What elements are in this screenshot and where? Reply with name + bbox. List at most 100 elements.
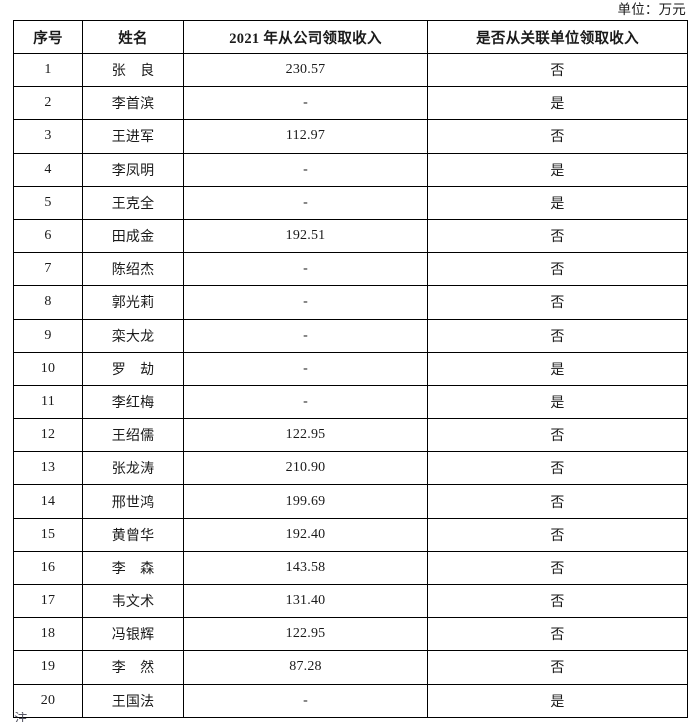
cell-person-name: 张 良 [82,52,184,88]
header-row: 序号 姓名 2021 年从公司领取收入 是否从关联单位领取收入 [13,20,688,54]
cell-person-name: 罗 劫 [82,351,184,386]
table-row: 18 冯银辉 122.95 否 [13,617,688,652]
table-row: 12 王绍儒 122.95 否 [13,418,688,453]
cell-company-income: 122.95 [183,617,428,652]
cell-person-name: 李 然 [82,650,184,685]
cell-person-name: 郭光莉 [82,285,184,320]
cell-related-income: 否 [427,617,688,652]
cell-related-income: 否 [427,119,688,154]
cell-company-income: - [183,86,428,121]
table-row: 16 李 森 143.58 否 [13,550,688,586]
cell-person-name: 张龙涛 [82,451,184,486]
cell-row-number: 19 [13,650,83,685]
table-header: 序号 姓名 2021 年从公司领取收入 是否从关联单位领取收入 [13,20,688,54]
table-row: 9 栾大龙 - 否 [13,318,688,353]
cell-company-income: 210.90 [183,451,428,486]
cell-row-number: 4 [13,152,83,187]
cell-row-number: 9 [13,318,83,353]
cell-row-number: 16 [13,550,83,586]
cell-related-income: 否 [427,583,688,619]
cell-person-name: 冯银辉 [82,617,184,652]
cell-row-number: 13 [13,451,83,486]
cell-company-income: - [183,185,428,220]
cell-person-name: 黄曾华 [82,517,184,552]
cell-related-income: 否 [427,550,688,586]
cell-related-income: 否 [427,517,688,552]
cell-company-income: 192.51 [183,218,428,254]
table-row: 13 张龙涛 210.90 否 [13,451,688,486]
cell-row-number: 10 [13,351,83,386]
cell-row-number: 1 [13,52,83,88]
column-header-related: 是否从关联单位领取收入 [427,20,688,54]
table-row: 7 陈绍杰 - 否 [13,252,688,287]
table-row: 6 田成金 192.51 否 [13,218,688,254]
cell-related-income: 否 [427,218,688,254]
table-row: 10 罗 劫-是 [13,351,688,386]
cell-company-income: 192.40 [183,517,428,552]
cell-row-number: 15 [13,517,83,552]
cell-row-number: 14 [13,484,83,519]
cell-company-income: 112.97 [183,119,428,154]
column-header-no: 序号 [13,20,83,54]
cell-row-number: 8 [13,285,83,320]
cell-row-number: 11 [13,384,83,420]
cell-company-income: - [183,285,428,320]
cell-company-income: - [183,252,428,287]
table-row: 20 王国法 - 是 [13,683,688,718]
cell-company-income: 199.69 [183,484,428,519]
cell-company-income: 143.58 [183,550,428,586]
cell-person-name: 栾大龙 [82,318,184,353]
cell-row-number: 5 [13,185,83,220]
cell-company-income: - [183,351,428,386]
table-row: 15 黄曾华 192.40 否 [13,517,688,552]
cell-related-income: 否 [427,318,688,353]
unit-caption: 单位：万元 [617,2,686,17]
cell-person-name: 李凤明 [82,152,184,187]
cell-company-income: 131.40 [183,583,428,619]
cell-related-income: 否 [427,650,688,685]
cell-company-income: 122.95 [183,418,428,453]
cell-company-income: - [183,683,428,718]
cell-person-name: 王绍儒 [82,418,184,453]
cell-person-name: 邢世鸿 [82,484,184,519]
cell-related-income: 是 [427,86,688,121]
column-header-income: 2021 年从公司领取收入 [183,20,428,54]
cell-row-number: 6 [13,218,83,254]
table-row: 17 韦文术 131.40 否 [13,583,688,619]
cell-row-number: 20 [13,683,83,718]
cell-related-income: 否 [427,484,688,519]
table-row: 14 邢世鸿 199.69 否 [13,484,688,519]
table-row: 11 李红梅 - 是 [13,384,688,420]
cell-company-income: - [183,318,428,353]
cell-related-income: 是 [427,152,688,187]
cell-person-name: 李 森 [82,550,184,586]
cell-related-income: 是 [427,384,688,420]
cell-company-income: - [183,152,428,187]
cell-person-name: 王进军 [82,119,184,154]
cell-person-name: 韦文术 [82,583,184,619]
column-header-name: 姓名 [82,20,184,54]
cell-related-income: 否 [427,418,688,453]
cell-related-income: 是 [427,351,688,386]
cell-related-income: 否 [427,252,688,287]
cell-row-number: 18 [13,617,83,652]
cell-company-income: 230.57 [183,52,428,88]
cell-row-number: 7 [13,252,83,287]
table-row: 19 李 然 87.28 否 [13,650,688,685]
table-row: 3 王进军 112.97 否 [13,119,688,154]
cell-person-name: 王克全 [82,185,184,220]
table-row: 4 李凤明 - 是 [13,152,688,187]
cell-company-income: - [183,384,428,420]
cell-related-income: 否 [427,451,688,486]
cell-row-number: 12 [13,418,83,453]
cell-related-income: 是 [427,185,688,220]
footnote-stub: 注 [14,712,28,722]
cell-person-name: 李首滨 [82,86,184,121]
table-row: 2 李首滨 - 是 [13,86,688,121]
table-row: 5 王克全 - 是 [13,185,688,220]
cell-person-name: 田成金 [82,218,184,254]
